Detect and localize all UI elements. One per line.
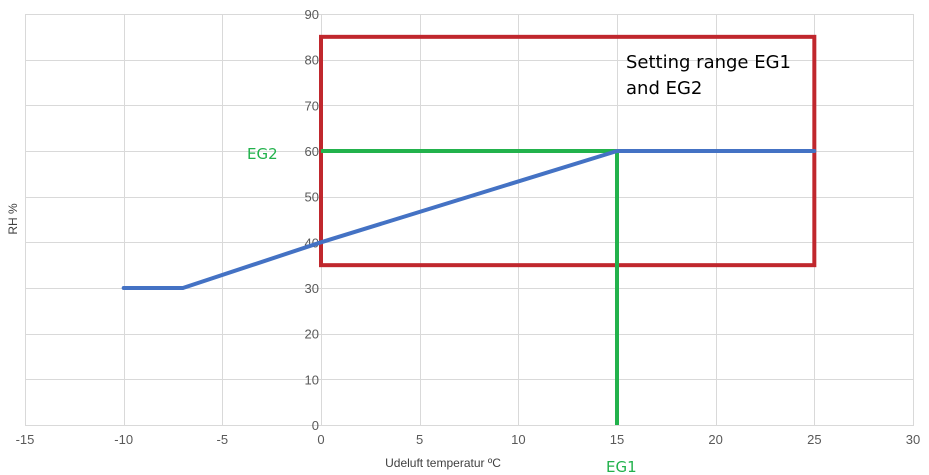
series-layer bbox=[121, 149, 817, 290]
y-tick-label: 50 bbox=[305, 190, 319, 205]
eg-lines-layer bbox=[321, 149, 619, 425]
x-tick-label: 25 bbox=[807, 432, 821, 447]
y-tick-label: 20 bbox=[305, 327, 319, 342]
x-tick-label: 15 bbox=[610, 432, 624, 447]
x-tick-label: 20 bbox=[708, 432, 722, 447]
x-tick-label: 0 bbox=[317, 432, 324, 447]
x-tick-label: 30 bbox=[906, 432, 920, 447]
y-tick-label: 30 bbox=[305, 281, 319, 296]
series-line bbox=[121, 149, 817, 290]
y-tick-label: 90 bbox=[305, 7, 319, 22]
y-tick-label: 70 bbox=[305, 98, 319, 113]
eg1-label: EG1 bbox=[606, 458, 637, 475]
x-tick-label: -10 bbox=[114, 432, 133, 447]
y-tick-label: 80 bbox=[305, 53, 319, 68]
x-tick-label: -15 bbox=[16, 432, 35, 447]
range-box-label-line2: and EG2 bbox=[626, 78, 702, 99]
range-box-label-line1: Setting range EG1 bbox=[626, 52, 791, 73]
x-tick-label: 5 bbox=[416, 432, 423, 447]
x-axis-title: Udeluft temperatur ºC bbox=[385, 456, 501, 470]
y-tick-label: 10 bbox=[305, 372, 319, 387]
y-tick-label: 0 bbox=[312, 418, 319, 433]
x-tick-labels: -15 -10 -5 0 5 10 15 20 25 30 bbox=[16, 432, 921, 447]
eg2-label: EG2 bbox=[247, 145, 278, 163]
x-tick-label: -5 bbox=[217, 432, 229, 447]
y-tick-label: 60 bbox=[305, 144, 319, 159]
x-tick-label: 10 bbox=[511, 432, 525, 447]
y-axis-title: RH % bbox=[6, 203, 20, 235]
plot-area-frame bbox=[25, 14, 914, 426]
